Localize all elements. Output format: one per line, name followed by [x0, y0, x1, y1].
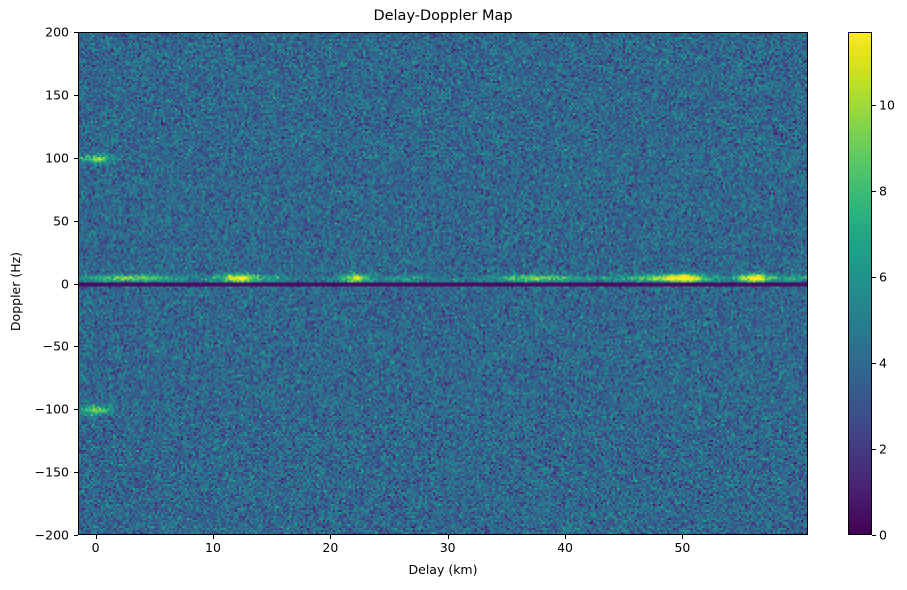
y-tick-mark: [74, 346, 78, 348]
colorbar: [848, 32, 872, 535]
y-tick-label: −50: [42, 338, 69, 354]
x-tick-mark: [682, 535, 684, 539]
y-axis-label: Doppler (Hz): [8, 251, 23, 331]
colorbar-tick-mark: [872, 449, 876, 451]
x-tick-mark: [330, 535, 332, 539]
x-tick-label: 40: [557, 540, 573, 555]
page-title: Delay-Doppler Map: [373, 8, 513, 24]
y-tick-label: 50: [53, 213, 69, 229]
heatmap-plot-area: [78, 32, 808, 535]
y-tick-mark: [74, 283, 78, 285]
y-tick-mark: [74, 535, 78, 536]
colorbar-gradient: [849, 33, 871, 534]
y-tick-mark: [74, 157, 78, 159]
y-tick-label: 150: [45, 87, 69, 103]
x-tick-mark: [447, 535, 449, 539]
colorbar-tick-label: 2: [879, 441, 887, 457]
y-tick-label: 0: [61, 276, 69, 291]
y-tick-mark: [74, 32, 78, 33]
colorbar-tick-label: 8: [879, 183, 887, 199]
y-tick-mark: [74, 409, 78, 411]
x-tick-label: 0: [91, 540, 100, 555]
colorbar-tick-mark: [872, 277, 876, 279]
colorbar-tick-mark: [872, 363, 876, 365]
x-tick-mark: [95, 535, 97, 539]
y-tick-label: 100: [45, 150, 69, 166]
x-tick-label: 50: [674, 540, 691, 555]
y-tick-label: −100: [34, 401, 69, 417]
x-tick-mark: [212, 535, 214, 539]
x-tick-label: 10: [205, 540, 221, 555]
colorbar-tick-mark: [872, 191, 876, 193]
x-tick-label: 20: [322, 540, 339, 555]
colorbar-tick-mark: [872, 535, 876, 536]
colorbar-tick-mark: [872, 105, 876, 107]
colorbar-tick-label: 10: [879, 97, 895, 113]
colorbar-tick-label: 4: [879, 355, 887, 371]
delay-doppler-heatmap: [79, 33, 807, 534]
y-tick-mark: [74, 472, 78, 474]
x-tick-mark: [565, 535, 567, 539]
x-tick-label: 30: [439, 540, 456, 555]
y-tick-mark: [74, 220, 78, 222]
y-tick-mark: [74, 94, 78, 96]
y-tick-label: −200: [34, 527, 69, 543]
y-tick-label: −150: [34, 464, 69, 480]
colorbar-tick-label: 0: [879, 527, 887, 543]
x-axis-label: Delay (km): [408, 562, 478, 577]
y-tick-label: 200: [45, 24, 69, 40]
colorbar-tick-label: 6: [879, 269, 887, 285]
